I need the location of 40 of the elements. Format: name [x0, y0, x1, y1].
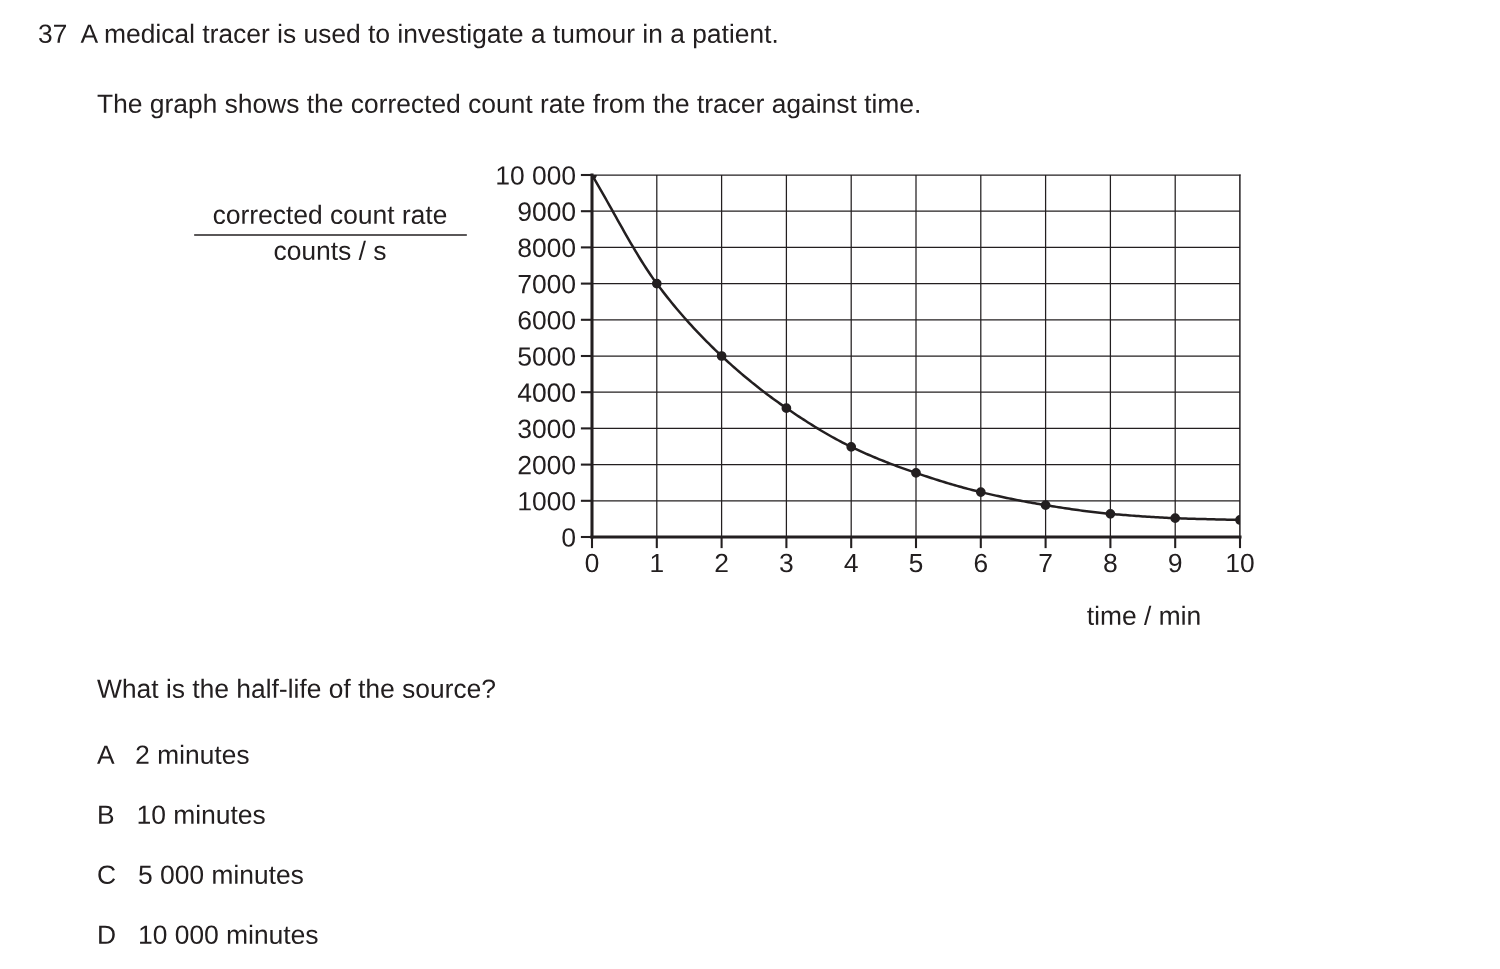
x-tick-label: 0	[585, 553, 599, 573]
point	[1105, 508, 1116, 519]
y-tick-label: 8000	[518, 238, 575, 258]
x-tick-label: 6	[974, 553, 987, 573]
y-tick-label: 9000	[518, 202, 575, 222]
y-tick-label: 3000	[518, 419, 575, 439]
x-tick-label: 2	[715, 553, 728, 573]
point	[651, 278, 662, 289]
x-tick-label: 8	[1104, 553, 1117, 573]
x-tick-label: 1	[651, 553, 663, 573]
y-axis-title: corrected count rate counts / s	[213, 204, 447, 261]
y-tick-label: 2000	[518, 455, 575, 475]
y-tick-label: 5000	[518, 347, 575, 366]
text: The graph shows the corrected count rate from the tracer against time.	[97, 93, 919, 119]
x-tick-label: 9	[1169, 553, 1182, 573]
x-tick-label: 3	[780, 553, 793, 573]
point	[781, 403, 792, 413]
y-tick-label: 6000	[518, 310, 575, 330]
y-tick-label: 0	[562, 528, 575, 547]
text: D 10 000 minutes	[99, 924, 318, 945]
point	[716, 351, 727, 361]
x-tick-label: 10	[1227, 553, 1254, 573]
text: B 10 minutes	[99, 804, 265, 825]
point	[975, 487, 986, 497]
point	[1170, 513, 1181, 524]
x-tick-label: 7	[1039, 553, 1052, 573]
text: 37 A medical tracer is used to investigate a tumour in a patient.	[39, 23, 777, 49]
x-tick-label: 4	[844, 553, 858, 573]
y-tick-label: 7000	[518, 274, 575, 294]
point	[846, 442, 857, 452]
y-tick-label: 1000	[519, 491, 575, 511]
text: A 2 minutes	[97, 744, 249, 765]
y-tick-label: 10 000	[497, 166, 575, 185]
y-tick-label: 4000	[517, 383, 575, 403]
point	[1040, 500, 1051, 511]
x-axis-title: time / min	[1087, 605, 1200, 626]
text: C 5 000 minutes	[98, 864, 303, 885]
text: What is the half-life of the source?	[97, 678, 495, 699]
x-tick-label: 5	[909, 553, 923, 573]
point	[911, 468, 921, 478]
